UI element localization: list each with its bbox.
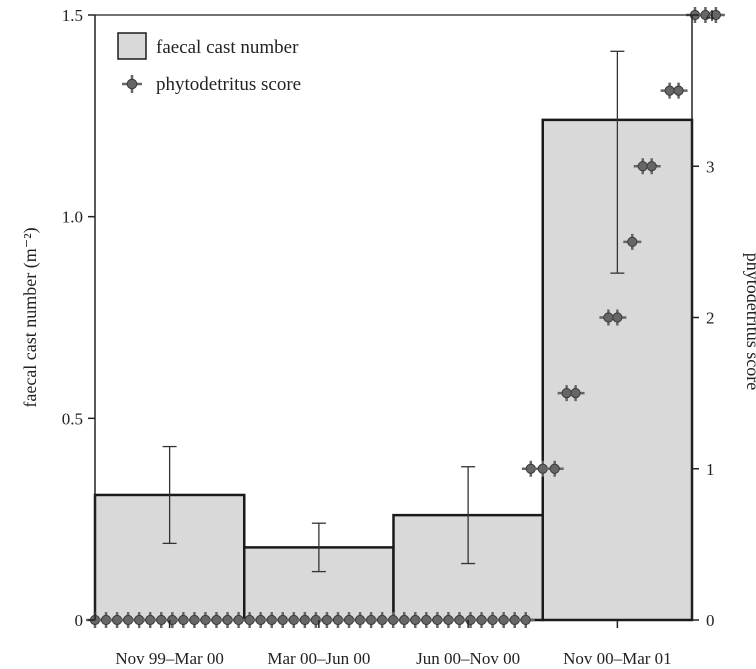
x-tick-label-2: Mar 00–Jun 00	[267, 649, 370, 668]
phytodetritus-point-43	[545, 460, 564, 477]
right-tick-label-1: 1	[706, 460, 715, 479]
bars-group	[93, 118, 694, 622]
legend-label-bars: faecal cast number	[156, 37, 299, 58]
point-dot	[673, 85, 684, 96]
error-bars-group	[162, 50, 625, 573]
phytodetritus-point-25	[351, 612, 370, 628]
phytodetritus-point-40	[516, 612, 535, 628]
point-dot	[549, 463, 560, 474]
point-dot	[612, 312, 623, 323]
error-bar-2	[311, 522, 326, 573]
point-dot	[570, 388, 581, 399]
phytodetritus-point-54	[696, 7, 715, 23]
x-tick-label-3: Jun 00–Nov 00	[416, 649, 520, 668]
right-tick-label-4: 4	[706, 6, 715, 25]
legend-item-bars: faecal cast number	[117, 32, 299, 60]
y2-axis-label: phytodetritus score	[743, 253, 756, 390]
legend-label-points: phytodetritus score	[156, 74, 301, 95]
point-dot	[646, 161, 657, 172]
phytodetritus-points-group	[86, 7, 725, 628]
left-tick-label-2: 1.0	[62, 208, 83, 227]
phytodetritus-point-52	[669, 82, 688, 99]
left-tick-label-3: 1.5	[62, 6, 83, 25]
phytodetritus-point-45	[566, 385, 585, 402]
left-tick-label-0: 0	[75, 611, 84, 630]
axes-group: 0 0.5 1.0 1.5 0 1 2 3 4 Nov 99–Mar 00 Mar 00–Jun 0…	[20, 6, 756, 668]
phytodetritus-point-20	[295, 612, 314, 628]
point-dot	[627, 236, 638, 247]
point-dot	[710, 9, 721, 21]
error-bar-1	[162, 445, 177, 545]
phytodetritus-point-47	[608, 309, 627, 326]
x-tick-label-4: Nov 00–Mar 01	[563, 649, 672, 668]
legend-marker-dot	[126, 78, 138, 90]
error-bar-4	[610, 50, 625, 274]
phytodetritus-point-32	[428, 612, 447, 628]
legend-item-points: phytodetritus score	[122, 74, 301, 95]
right-tick-label-0: 0	[706, 611, 715, 630]
y-axis-label: faecal cast number (m⁻²)	[20, 227, 41, 407]
legend-bar-swatch	[117, 32, 147, 60]
phytodetritus-point-50	[642, 158, 661, 175]
phytodetritus-point-6	[141, 612, 160, 628]
phytodetritus-point-2	[97, 612, 116, 628]
legend: faecal cast number phytodetritus score	[117, 32, 301, 95]
error-bar-3	[461, 466, 476, 565]
x-tick-label-1: Nov 99–Mar 00	[115, 649, 224, 668]
phytodetritus-point-55	[706, 7, 725, 23]
left-tick-label-1: 0.5	[62, 409, 83, 428]
phytodetritus-point-48	[623, 233, 642, 250]
point-dot	[520, 614, 531, 626]
right-tick-label-3: 3	[706, 157, 715, 176]
right-tick-label-2: 2	[706, 309, 715, 328]
phytodetritus-point-12	[207, 612, 226, 628]
